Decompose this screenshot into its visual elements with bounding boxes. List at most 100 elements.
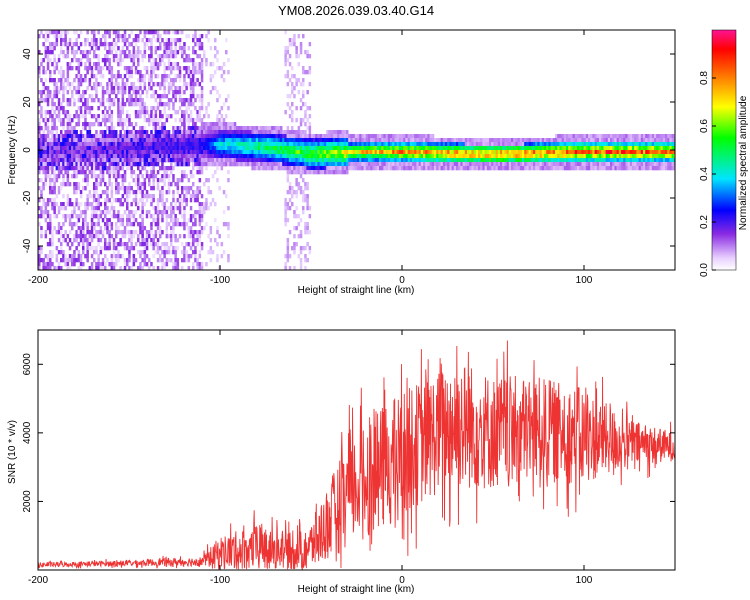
heatmap-cell	[214, 162, 217, 167]
heatmap-cell	[198, 250, 202, 255]
heatmap-cell	[348, 158, 351, 163]
heatmap-cell	[53, 154, 56, 159]
heatmap-cell	[187, 186, 191, 191]
heatmap-cell	[104, 190, 107, 195]
heatmap-cell	[128, 70, 131, 75]
heatmap-cell	[390, 138, 393, 143]
heatmap-cell	[93, 150, 96, 155]
heatmap-cell	[150, 158, 153, 163]
heatmap-cell	[216, 242, 219, 247]
heatmap-cell	[167, 90, 171, 95]
heatmap-cell	[154, 162, 158, 167]
heatmap-cell	[75, 50, 78, 55]
heatmap-cell	[108, 30, 111, 35]
heatmap-cell	[128, 154, 131, 159]
heatmap-cell	[93, 74, 96, 79]
heatmap-cell	[449, 158, 452, 163]
heatmap-cell	[240, 134, 243, 139]
heatmap-cell	[123, 246, 127, 251]
heatmap-cell	[154, 234, 158, 239]
heatmap-cell	[88, 82, 92, 87]
heatmap-cell	[174, 38, 177, 43]
heatmap-cell	[249, 150, 252, 155]
heatmap-cell	[108, 138, 111, 143]
heatmap-cell	[178, 142, 182, 147]
heatmap-cell	[519, 154, 523, 159]
heatmap-cell	[284, 158, 287, 163]
heatmap-cell	[64, 238, 67, 243]
heatmap-cell	[97, 146, 100, 151]
heatmap-cell	[130, 266, 133, 270]
heatmap-cell	[112, 162, 116, 167]
heatmap-cell	[376, 154, 380, 159]
heatmap-cell	[172, 106, 175, 111]
heatmap-cell	[183, 170, 186, 175]
heatmap-cell	[84, 162, 87, 167]
heatmap-cell	[115, 182, 118, 187]
heatmap-cell	[163, 154, 166, 159]
heatmap-cell	[341, 138, 345, 143]
heatmap-cell	[227, 58, 230, 63]
heatmap-cell	[194, 30, 197, 35]
heatmap-cell	[172, 66, 175, 71]
heatmap-cell	[346, 166, 349, 171]
heatmap-cell	[209, 246, 213, 251]
heatmap-cell	[66, 146, 70, 151]
heatmap-cell	[189, 146, 193, 151]
heatmap-cell	[183, 258, 186, 263]
heatmap-cell	[75, 202, 78, 207]
heatmap-cell	[284, 138, 287, 143]
heatmap-cell	[106, 190, 109, 195]
heatmap-cell	[222, 190, 226, 195]
heatmap-cell	[82, 222, 85, 227]
heatmap-cell	[588, 138, 591, 143]
heatmap-cell	[93, 250, 96, 255]
heatmap-cell	[458, 146, 461, 151]
heatmap-cell	[165, 214, 169, 219]
heatmap-cell	[192, 90, 195, 95]
heatmap-cell	[416, 162, 419, 167]
heatmap-cell	[286, 258, 290, 263]
heatmap-cell	[126, 126, 129, 131]
heatmap-cell	[73, 126, 76, 131]
heatmap-cell	[222, 138, 226, 143]
heatmap-cell	[528, 142, 532, 147]
heatmap-cell	[86, 138, 89, 143]
heatmap-cell	[187, 46, 191, 51]
heatmap-cell	[172, 50, 175, 55]
heatmap-cell	[220, 162, 224, 167]
heatmap-cell	[64, 218, 67, 223]
heatmap-cell	[192, 214, 195, 219]
heatmap-cell	[178, 210, 182, 215]
heatmap-cell	[524, 138, 527, 143]
heatmap-cell	[222, 126, 226, 131]
heatmap-cell	[150, 54, 153, 59]
heatmap-cell	[647, 150, 650, 155]
heatmap-cell	[108, 210, 111, 215]
heatmap-cell	[365, 154, 369, 159]
heatmap-cell	[154, 62, 158, 67]
heatmap-cell	[112, 42, 116, 47]
heatmap-cell	[220, 146, 224, 151]
heatmap-cell	[381, 150, 384, 155]
heatmap-cell	[297, 162, 301, 167]
heatmap-cell	[297, 90, 301, 95]
heatmap-cell	[222, 62, 226, 67]
heatmap-cell	[482, 146, 485, 151]
heatmap-cell	[77, 74, 81, 79]
heatmap-cell	[550, 158, 554, 163]
heatmap-cell	[332, 130, 336, 135]
heatmap-cell	[167, 182, 171, 187]
heatmap-cell	[79, 98, 83, 103]
heatmap-cell	[68, 134, 72, 139]
heatmap-cell	[152, 114, 155, 119]
heatmap-cell	[445, 154, 448, 159]
heatmap-cell	[161, 266, 164, 270]
heatmap-cell	[225, 142, 228, 147]
heatmap-cell	[126, 202, 129, 207]
heatmap-cell	[117, 166, 120, 171]
heatmap-cell	[291, 158, 294, 163]
heatmap-cell	[555, 134, 558, 139]
heatmap-cell	[106, 42, 109, 47]
heatmap-cell	[84, 110, 87, 115]
